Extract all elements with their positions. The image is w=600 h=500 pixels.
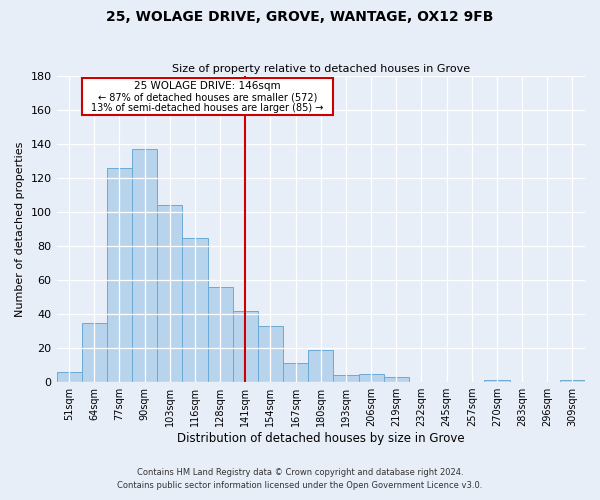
Bar: [56, 372, 82, 382]
Bar: [182, 238, 208, 382]
Text: 25 WOLAGE DRIVE: 146sqm: 25 WOLAGE DRIVE: 146sqm: [134, 82, 281, 92]
Text: ← 87% of detached houses are smaller (572): ← 87% of detached houses are smaller (57…: [98, 92, 317, 102]
Text: Contains HM Land Registry data © Crown copyright and database right 2024.
Contai: Contains HM Land Registry data © Crown c…: [118, 468, 482, 490]
Bar: [82, 322, 107, 382]
Bar: [132, 149, 157, 382]
Bar: [359, 374, 383, 382]
Title: Size of property relative to detached houses in Grove: Size of property relative to detached ho…: [172, 64, 470, 74]
FancyBboxPatch shape: [82, 78, 334, 116]
Bar: [258, 326, 283, 382]
Bar: [157, 206, 182, 382]
Bar: [383, 377, 409, 382]
Bar: [334, 376, 359, 382]
Text: 13% of semi-detached houses are larger (85) →: 13% of semi-detached houses are larger (…: [91, 104, 324, 114]
Text: 25, WOLAGE DRIVE, GROVE, WANTAGE, OX12 9FB: 25, WOLAGE DRIVE, GROVE, WANTAGE, OX12 9…: [106, 10, 494, 24]
Bar: [283, 364, 308, 382]
Bar: [233, 310, 258, 382]
Bar: [560, 380, 585, 382]
Bar: [107, 168, 132, 382]
Bar: [208, 287, 233, 382]
Bar: [484, 380, 509, 382]
X-axis label: Distribution of detached houses by size in Grove: Distribution of detached houses by size …: [177, 432, 464, 445]
Y-axis label: Number of detached properties: Number of detached properties: [15, 142, 25, 317]
Bar: [308, 350, 334, 382]
